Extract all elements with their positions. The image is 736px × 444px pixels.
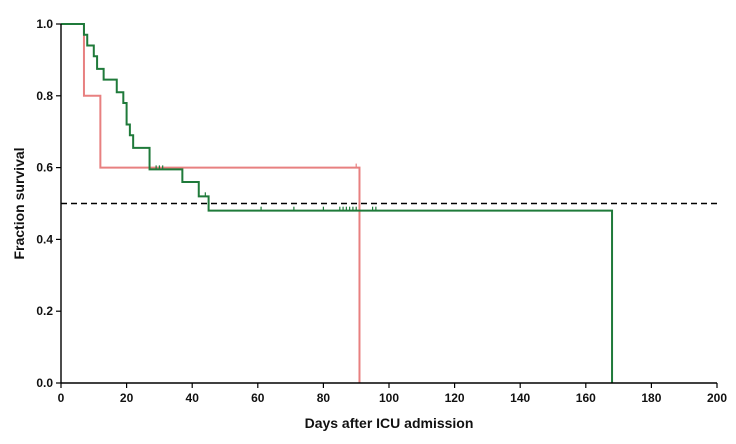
axes-layer — [60, 24, 717, 384]
series-layer — [61, 23, 614, 383]
x-tick-label-120: 120 — [445, 391, 465, 405]
y-axis-title: Fraction survival — [11, 147, 27, 259]
x-tick-label-200: 200 — [707, 391, 727, 405]
y-tick-label-1: 0.2 — [36, 304, 53, 318]
y-tick-label-0: 0.0 — [36, 376, 53, 390]
x-tick-label-20: 20 — [120, 391, 134, 405]
x-tick-label-60: 60 — [251, 391, 265, 405]
x-tick-label-180: 180 — [641, 391, 661, 405]
x-tick-label-100: 100 — [379, 391, 399, 405]
ticks-layer: 0 20 40 60 80 100 120 140 160 180 200 0.0 0.2 0.4 0.6 0… — [36, 17, 727, 405]
y-tick-label-3: 0.6 — [36, 161, 53, 175]
y-tick-label-5: 1.0 — [36, 17, 53, 31]
y-tick-label-2: 0.4 — [36, 232, 53, 246]
x-tick-label-140: 140 — [510, 391, 530, 405]
series-1-line — [61, 23, 614, 383]
x-tick-label-160: 160 — [576, 391, 596, 405]
y-tick-label-4: 0.8 — [36, 89, 53, 103]
x-tick-label-80: 80 — [317, 391, 331, 405]
x-axis-title: Days after ICU admission — [305, 415, 474, 431]
x-tick-label-0: 0 — [58, 391, 65, 405]
x-tick-label-40: 40 — [186, 391, 200, 405]
